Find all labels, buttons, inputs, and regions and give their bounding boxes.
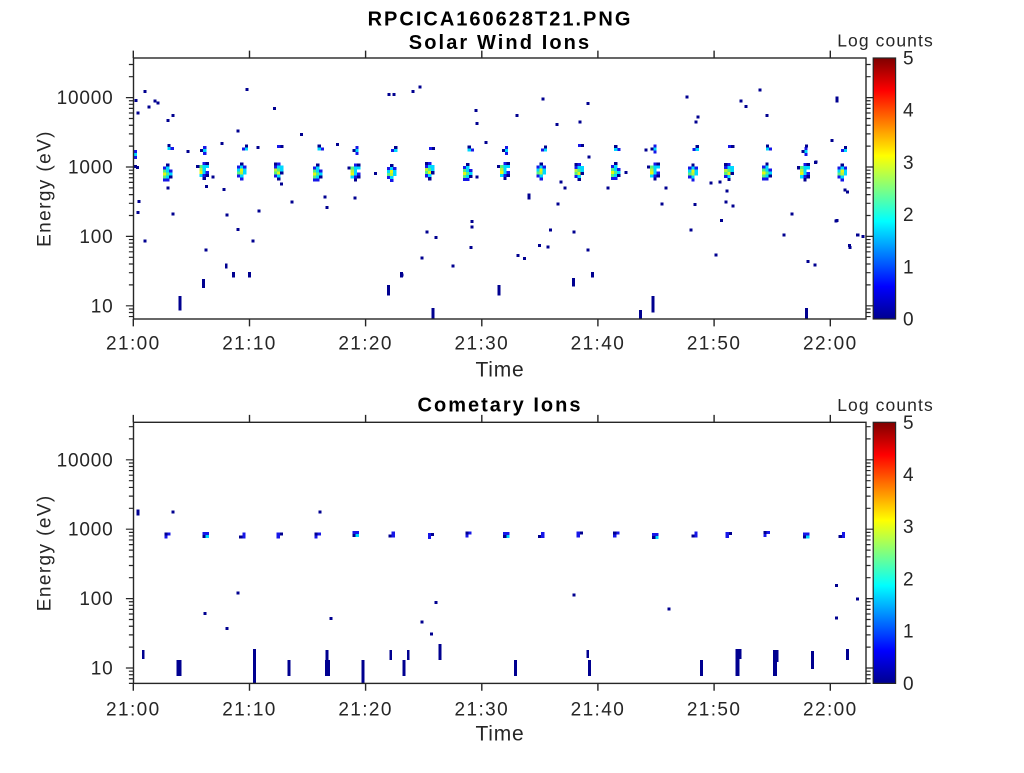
svg-text:Energy (eV): Energy (eV) bbox=[35, 494, 56, 611]
svg-text:4: 4 bbox=[903, 101, 914, 122]
svg-text:1: 1 bbox=[903, 257, 914, 278]
svg-text:5: 5 bbox=[903, 49, 914, 70]
svg-text:0: 0 bbox=[903, 310, 914, 331]
svg-text:1000: 1000 bbox=[68, 520, 113, 541]
svg-text:3: 3 bbox=[903, 153, 914, 174]
svg-text:Cometary Ions: Cometary Ions bbox=[418, 394, 583, 416]
svg-text:5: 5 bbox=[903, 413, 914, 434]
svg-text:21:50: 21:50 bbox=[687, 699, 742, 720]
svg-text:3: 3 bbox=[903, 517, 914, 538]
svg-text:10: 10 bbox=[91, 659, 114, 680]
svg-text:21:10: 21:10 bbox=[222, 699, 277, 720]
svg-text:Time: Time bbox=[475, 722, 524, 745]
svg-text:4: 4 bbox=[903, 465, 914, 486]
svg-text:21:10: 21:10 bbox=[222, 333, 277, 354]
svg-text:10: 10 bbox=[91, 296, 114, 317]
svg-text:2: 2 bbox=[903, 570, 914, 591]
svg-text:21:30: 21:30 bbox=[455, 333, 510, 354]
svg-text:21:20: 21:20 bbox=[338, 333, 393, 354]
svg-text:22:00: 22:00 bbox=[803, 333, 858, 354]
svg-text:21:40: 21:40 bbox=[571, 699, 626, 720]
svg-text:10000: 10000 bbox=[57, 88, 114, 109]
svg-text:1: 1 bbox=[903, 622, 914, 643]
svg-text:100: 100 bbox=[79, 227, 113, 248]
svg-text:0: 0 bbox=[903, 674, 914, 695]
svg-text:2: 2 bbox=[903, 205, 914, 226]
svg-text:10000: 10000 bbox=[57, 450, 114, 471]
svg-text:21:40: 21:40 bbox=[571, 333, 626, 354]
svg-text:Log counts: Log counts bbox=[837, 395, 934, 415]
svg-text:21:50: 21:50 bbox=[687, 333, 742, 354]
svg-text:21:30: 21:30 bbox=[455, 699, 510, 720]
svg-text:100: 100 bbox=[79, 589, 113, 610]
svg-text:Solar Wind Ions: Solar Wind Ions bbox=[409, 32, 591, 54]
svg-text:21:00: 21:00 bbox=[106, 333, 161, 354]
svg-text:Log counts: Log counts bbox=[837, 31, 934, 51]
svg-text:22:00: 22:00 bbox=[803, 699, 858, 720]
svg-text:RPCICA160628T21.PNG: RPCICA160628T21.PNG bbox=[368, 9, 633, 31]
svg-text:21:00: 21:00 bbox=[106, 699, 161, 720]
svg-text:Time: Time bbox=[475, 358, 524, 381]
svg-text:Energy (eV): Energy (eV) bbox=[35, 130, 56, 247]
svg-text:1000: 1000 bbox=[68, 158, 113, 179]
svg-text:21:20: 21:20 bbox=[338, 699, 393, 720]
